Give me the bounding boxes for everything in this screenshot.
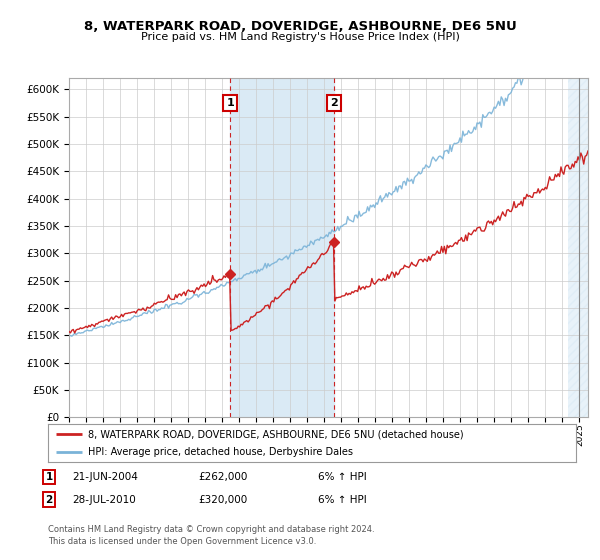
Bar xyxy=(230,78,334,417)
Text: £262,000: £262,000 xyxy=(198,472,247,482)
Text: Price paid vs. HM Land Registry's House Price Index (HPI): Price paid vs. HM Land Registry's House … xyxy=(140,32,460,42)
Text: 6% ↑ HPI: 6% ↑ HPI xyxy=(318,472,367,482)
Text: 21-JUN-2004: 21-JUN-2004 xyxy=(72,472,138,482)
Text: HPI: Average price, detached house, Derbyshire Dales: HPI: Average price, detached house, Derb… xyxy=(88,447,353,457)
Text: 8, WATERPARK ROAD, DOVERIDGE, ASHBOURNE, DE6 5NU (detached house): 8, WATERPARK ROAD, DOVERIDGE, ASHBOURNE,… xyxy=(88,429,463,439)
Text: 2: 2 xyxy=(46,494,53,505)
Text: £320,000: £320,000 xyxy=(198,494,247,505)
Text: 8, WATERPARK ROAD, DOVERIDGE, ASHBOURNE, DE6 5NU: 8, WATERPARK ROAD, DOVERIDGE, ASHBOURNE,… xyxy=(83,20,517,32)
Text: 1: 1 xyxy=(46,472,53,482)
Bar xyxy=(568,78,588,417)
Text: 6% ↑ HPI: 6% ↑ HPI xyxy=(318,494,367,505)
Text: 2: 2 xyxy=(330,98,338,108)
Text: 28-JUL-2010: 28-JUL-2010 xyxy=(72,494,136,505)
Text: 1: 1 xyxy=(226,98,234,108)
Text: Contains HM Land Registry data © Crown copyright and database right 2024.
This d: Contains HM Land Registry data © Crown c… xyxy=(48,525,374,546)
